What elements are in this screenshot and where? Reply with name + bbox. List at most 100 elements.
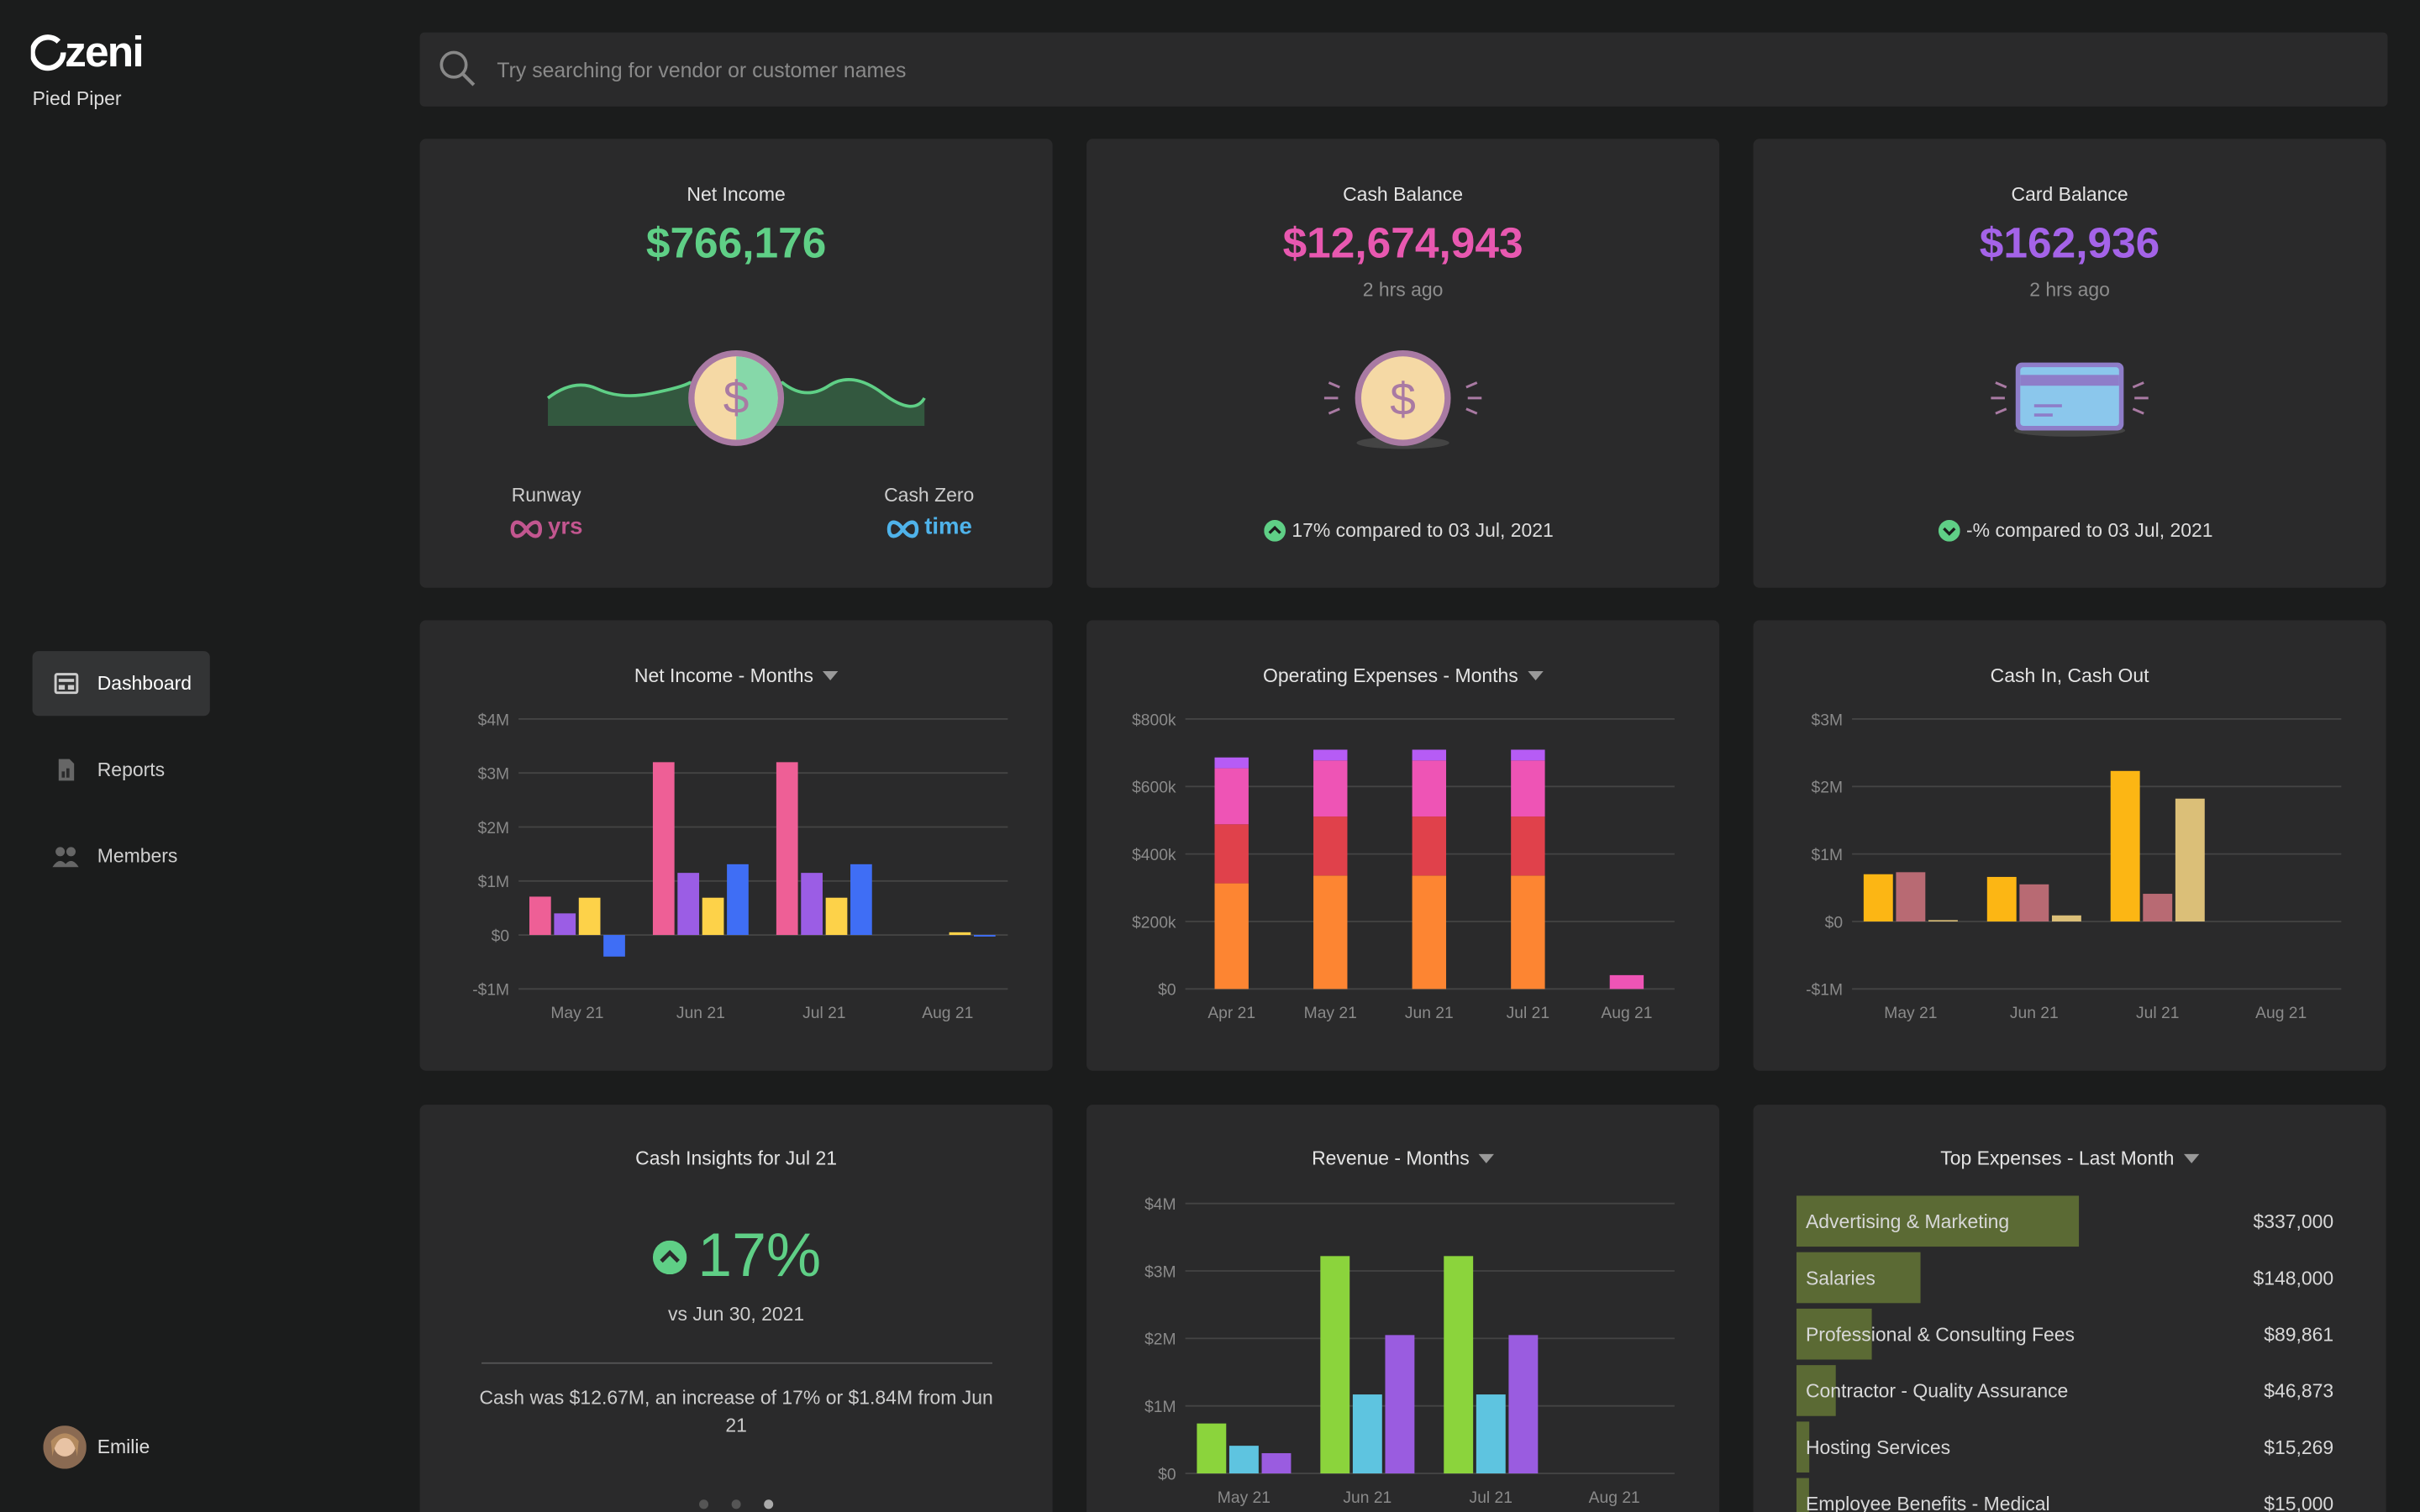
coin-illustration: $ — [1323, 349, 1482, 449]
x-tick-label: May 21 — [550, 1005, 603, 1022]
chart-title-wrap[interactable]: Operating Expenses - Months — [1086, 664, 1719, 687]
y-tick-label: $0 — [1158, 982, 1176, 1000]
bar — [2051, 915, 2081, 921]
bar-segment — [1412, 749, 1447, 761]
y-tick-label: -$1M — [1806, 982, 1843, 1000]
pager[interactable] — [690, 1497, 782, 1512]
y-tick-label: $4M — [478, 711, 509, 729]
card-value: $12,674,943 — [1282, 218, 1523, 267]
chart-card: Advertising & Marketing $337,000 Salaries $… — [1753, 1105, 2386, 1512]
chart-card: $0 $1M $2M $3M $4M May 21 Jun 21 Jul 21 Aug 21 R… — [1086, 1105, 1720, 1512]
svg-text:$: $ — [723, 371, 750, 423]
chart-title: Top Expenses - Last Month — [1940, 1147, 2175, 1170]
avatar — [43, 1425, 87, 1469]
cash-zero-value: time — [924, 513, 972, 540]
chart-title-wrap[interactable]: Top Expenses - Last Month — [1754, 1147, 2386, 1170]
x-tick-label: Jun 21 — [676, 1005, 725, 1022]
y-tick-label: $1M — [1144, 1399, 1176, 1416]
insight-text: Cash was $12.67M, an increase of 17% or … — [479, 1387, 993, 1437]
insight-versus: vs Jun 30, 2021 — [668, 1304, 805, 1326]
category-label: Advertising & Marketing — [1806, 1210, 2009, 1232]
value-label: $89,861 — [2264, 1323, 2333, 1345]
bar — [1796, 1365, 1836, 1416]
card-value: $162,936 — [1979, 218, 2160, 267]
bar — [652, 762, 675, 936]
x-tick-label: Aug 21 — [1589, 1489, 1640, 1507]
bar-segment — [1313, 816, 1348, 876]
bar — [776, 762, 798, 936]
bar — [801, 873, 823, 936]
value-label: $148,000 — [2253, 1267, 2333, 1289]
card-value: $766,176 — [645, 218, 827, 267]
y-tick-label: $2M — [1812, 780, 1843, 797]
x-tick-label: Jul 21 — [1470, 1489, 1512, 1507]
chart: $0 $200k $400k $600k $800k Apr 21 May 21 Jun 21… — [1132, 711, 1675, 1022]
search-bar[interactable]: Try searching for vendor or customer nam… — [419, 32, 2388, 107]
chart-title-wrap[interactable]: Revenue - Months — [1086, 1147, 1719, 1170]
search-icon — [439, 50, 476, 87]
y-tick-label: $1M — [478, 874, 509, 891]
y-tick-label: $400k — [1132, 847, 1176, 864]
x-tick-label: Jun 21 — [1343, 1489, 1392, 1507]
bar — [1796, 1421, 1810, 1473]
bar-segment — [1511, 760, 1545, 817]
category-label: Hosting Services — [1806, 1436, 1950, 1458]
card-illustration — [1991, 362, 2149, 437]
y-tick-label: $2M — [1144, 1331, 1176, 1349]
bar-segment — [1313, 875, 1348, 990]
bar — [529, 896, 551, 936]
comparison: 17% compared to 03 Jul, 2021 — [1292, 519, 1554, 542]
y-tick-label: $2M — [478, 820, 509, 837]
bar — [1896, 872, 1926, 921]
divider — [481, 1362, 993, 1364]
bar — [1986, 876, 2017, 921]
bar — [949, 932, 971, 936]
nav-icon — [58, 759, 75, 781]
search-placeholder: Try searching for vendor or customer nam… — [497, 58, 907, 82]
y-tick-label: $3M — [1812, 711, 1843, 729]
bar-segment — [1313, 760, 1348, 817]
bar — [1476, 1394, 1506, 1474]
bar-segment — [1412, 875, 1447, 990]
down-icon — [1938, 519, 1960, 542]
x-tick-label: Aug 21 — [1601, 1005, 1652, 1022]
category-label: Salaries — [1806, 1267, 1876, 1289]
value-label: $46,873 — [2264, 1380, 2333, 1402]
runway-value: yrs — [548, 513, 583, 540]
infinity-icon — [886, 520, 919, 538]
updated: 2 hrs ago — [2029, 279, 2110, 302]
bar-segment — [1511, 816, 1545, 876]
bar-segment — [1214, 757, 1249, 769]
bar — [702, 897, 724, 936]
bar — [1385, 1335, 1415, 1474]
net-income-illustration: $ — [546, 349, 926, 446]
nav-item[interactable]: Dashboard — [32, 651, 210, 717]
bar — [1228, 1446, 1259, 1474]
y-tick-label: $200k — [1132, 914, 1176, 932]
card-title: Card Balance — [2011, 183, 2128, 206]
bar — [1796, 1252, 1921, 1304]
bar — [1928, 920, 1958, 921]
nav-icon — [54, 673, 79, 695]
user[interactable]: Emilie — [43, 1425, 213, 1469]
nav-item[interactable]: Reports — [33, 738, 210, 802]
y-tick-label: $800k — [1132, 711, 1176, 729]
x-tick-label: Jun 21 — [2010, 1005, 2059, 1022]
chart: -$1M $0 $1M $2M $3M $4M May 21 Jun 21 Jul 21 Aug … — [472, 711, 1008, 1022]
insights-card: Cash Insights for Jul 21 17% vs Jun 30, … — [419, 1105, 1053, 1512]
category-label: Employee Benefits - Medical — [1806, 1493, 2050, 1512]
chart-title-wrap[interactable]: Net Income - Months — [420, 665, 1053, 686]
chart-title: Revenue - Months — [1312, 1147, 1470, 1170]
chart-title: Operating Expenses - Months — [1263, 664, 1518, 687]
y-tick-label: $0 — [492, 927, 509, 945]
x-tick-label: May 21 — [1304, 1005, 1357, 1022]
card-title: Cash Balance — [1343, 183, 1464, 206]
nav-item[interactable]: Members — [33, 824, 210, 889]
up-icon — [652, 1240, 687, 1275]
bar — [2143, 894, 2173, 921]
bar — [2019, 884, 2049, 921]
bar — [2110, 770, 2140, 921]
y-tick-label: $1M — [1812, 847, 1843, 864]
x-tick-label: Apr 21 — [1207, 1005, 1255, 1022]
nav-icon — [52, 847, 79, 868]
